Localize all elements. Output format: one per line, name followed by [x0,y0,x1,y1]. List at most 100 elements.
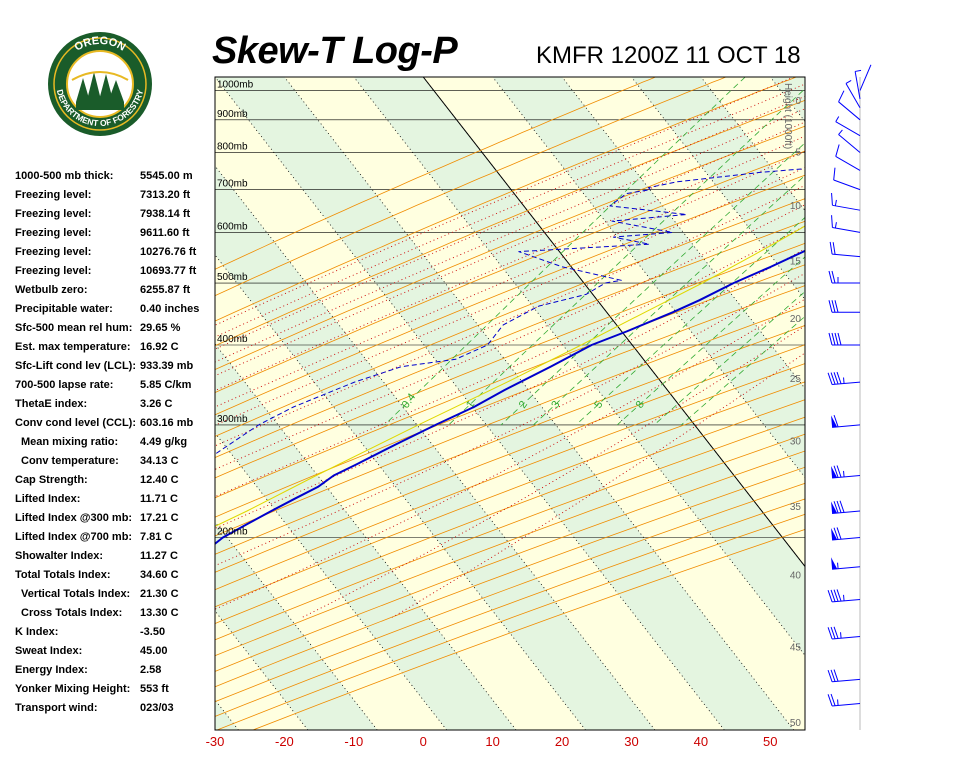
index-row: ThetaE index: 3.26 C [15,396,215,415]
plot-area: 0.4 1 2 3 5 8 [0,77,805,730]
oregon-department-of-forestry-logo: OREGON DEPARTMENT OF FORESTRY [48,32,152,136]
dry-adiabat [215,450,805,672]
dry-adiabat [215,77,797,322]
wind-barb-half [840,632,842,639]
index-row: Total Totals Index: 34.60 C [15,567,215,586]
isotherm-line [0,77,100,730]
height-tick-label: 15 [790,256,802,267]
wind-barb-staff [838,134,861,153]
index-value: 17.21 C [140,512,179,524]
index-row: Conv temperature: 34.13 C [15,453,215,472]
temperature-tick-label: 50 [763,734,777,749]
wind-barb [829,241,861,258]
wind-barb-full [833,414,839,427]
wind-barb-half [843,470,845,477]
index-row: Vertical Totals Index: 21.30 C [15,586,215,605]
index-label: Energy Index: [15,664,88,676]
index-label: Conv temperature: [21,455,119,467]
dry-adiabat [215,344,805,573]
mixing-ratio-label: 3 [549,399,562,411]
index-label: Showalter Index: [15,550,104,562]
mixing-ratio-line [616,256,805,426]
svg-text:OREGON: OREGON [73,35,128,54]
temperature-tick-label: -10 [344,734,363,749]
index-value: 023/03 [140,702,174,714]
index-label: Lifted Index: [15,493,81,505]
station-time-label: KMFR 1200Z 11 OCT 18 [536,42,801,69]
mixing-ratio-line [500,142,805,426]
wind-barb [859,64,872,91]
moist-adiabat [215,83,805,338]
isotherm-line [0,77,30,730]
wind-barb-staff [832,253,861,258]
index-value: 10276.76 ft [140,246,197,258]
index-row: Freezing level: 10693.77 ft [15,263,215,282]
wind-barb-full [832,242,836,255]
wind-barb-half [855,69,862,72]
wind-barb-staff [835,121,861,137]
wind-barb-staff [832,703,861,707]
temperature-tick-label: -20 [275,734,294,749]
index-label: Freezing level: [15,227,92,239]
temperature-profile-line [215,249,805,546]
index-label: Vertical Totals Index: [21,588,131,600]
temperature-tick-label: 10 [485,734,499,749]
wind-barb-staff [832,636,861,640]
temperature-tick-label: -30 [206,734,225,749]
index-row: Precipitable water: 0.40 inches [15,301,215,320]
index-row: 1000-500 mb thick: 5545.00 m [15,168,215,187]
wind-barb-full [831,192,833,206]
dry-adiabat [215,174,805,416]
dry-adiabat [215,285,805,518]
temperature-tick-label: 0 [420,734,427,749]
height-tick-label: 5 [795,148,801,159]
index-label: Mean mixing ratio: [21,436,119,448]
wind-barb [827,589,861,603]
index-row: Wetbulb zero: 6255.87 ft [15,282,215,301]
wind-barb [827,626,861,640]
height-tick-label: 30 [790,437,802,448]
index-value: 933.39 mb [140,360,194,372]
index-label: 1000-500 mb thick: [15,170,114,182]
index-value: 553 ft [140,683,169,695]
dry-adiabat [215,125,805,370]
height-tick-label: 10 [790,201,802,212]
index-row: Conv cond level (CCL): 603.16 mb [15,415,215,434]
index-row: Lifted Index: 11.71 C [15,491,215,510]
wind-barb [831,557,861,570]
dry-adiabat [215,77,727,297]
index-label: K Index: [15,626,59,638]
index-label: Sfc-Lift cond lev (LCL): [15,360,136,372]
index-label: 700-500 lapse rate: [15,379,114,391]
wind-barb-full [836,589,842,602]
index-value: 16.92 C [140,341,179,353]
index-label: ThetaE index: [15,398,88,410]
wind-barb-staff [838,101,861,121]
wind-barb-full [828,270,833,284]
stability-indices-panel: 1000-500 mb thick: 5545.00 m Freezing leve… [15,168,215,719]
index-row: Transport wind: 023/03 [15,700,215,719]
moist-adiabat [215,204,805,470]
mixing-ratio-line [653,291,805,426]
wind-barb [827,693,861,707]
wind-barb-staff [832,510,861,514]
mixing-ratio-label: 1 [464,399,477,411]
index-label: Cap Strength: [15,474,88,486]
index-label: Freezing level: [15,265,92,277]
dewpoint-profile-line [215,168,805,455]
plot-frame [214,76,806,731]
index-value: 7.81 C [140,531,173,543]
freezing-isotherm [422,77,805,568]
wind-barb [831,414,861,428]
wind-barb-full [831,270,836,284]
parcel-profile-line [215,225,805,527]
dry-adiabat [215,77,656,270]
isotherm-band [770,77,805,122]
mixing-ratio-line [448,88,805,426]
temperature-tick-label: 20 [555,734,569,749]
temperature-tick-label: 30 [624,734,638,749]
wind-barb [828,300,860,313]
wind-barb-staff [832,381,861,386]
index-row: Freezing level: 10276.76 ft [15,244,215,263]
